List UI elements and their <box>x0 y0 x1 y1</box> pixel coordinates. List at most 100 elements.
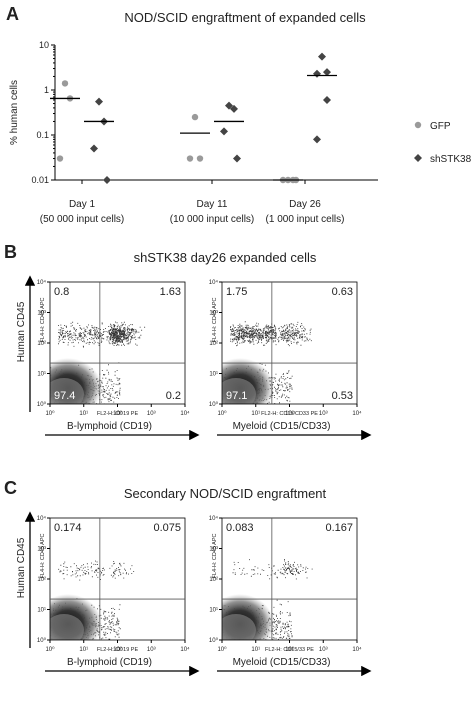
data-point <box>196 155 204 162</box>
event-cloud <box>222 559 313 640</box>
event-cloud <box>222 321 312 404</box>
quadrant-percent: 0.174 <box>54 522 82 534</box>
data-point <box>90 144 98 153</box>
y-channel: FL4-H: CD45 APC <box>40 534 46 579</box>
x-tick-label: Day 26 <box>289 199 321 210</box>
y-channel: FL4-H: CD45 APC <box>212 298 218 343</box>
density-core <box>222 614 256 640</box>
plot-area <box>50 560 135 640</box>
x-axis-label: B-lymphoid (CD19) <box>67 421 152 432</box>
x-tick-note: (1 000 input cells) <box>266 214 345 225</box>
y-tick-label: 10⁴ <box>209 279 219 286</box>
data-point <box>233 154 241 163</box>
y-tick-label: 10⁴ <box>37 515 47 522</box>
plot-area <box>222 559 313 640</box>
density-core <box>50 614 84 640</box>
data-point <box>191 113 199 121</box>
data-point <box>323 68 331 77</box>
data-point <box>186 155 194 162</box>
x-tick-label: Day 11 <box>197 199 228 210</box>
y-tick-label: 10³ <box>37 311 46 317</box>
y-axis-label: Human CD45 <box>16 301 27 362</box>
quadrant-percent: 0.083 <box>226 522 254 534</box>
x-tick-note: (10 000 input cells) <box>170 214 255 225</box>
quadrant-percent: 0.167 <box>325 522 353 534</box>
x-tick-label: 10³ <box>319 647 328 653</box>
legend-label: GFP <box>430 121 451 132</box>
y-tick-label: 10¹ <box>209 372 218 378</box>
x-axis-label: Myeloid (CD15/CD33) <box>233 421 331 432</box>
data-point <box>323 95 331 104</box>
x-tick-label: 10³ <box>147 411 156 417</box>
x-tick-label: 10⁴ <box>180 646 190 653</box>
quadrant-percent: 0.075 <box>153 522 181 534</box>
x-tick-label: Day 1 <box>69 199 96 210</box>
x-channel: FL2-H: CD19 PE <box>97 647 139 653</box>
y-axis-label: % human cells <box>9 80 20 145</box>
y-tick-label: 10¹ <box>37 608 46 614</box>
y-tick-label: 1 <box>44 85 49 95</box>
x-tick-label: 10¹ <box>79 411 88 417</box>
y-tick-label: 10² <box>209 577 218 583</box>
chart-title: shSTK38 day26 expanded cells <box>134 250 317 265</box>
panel-label: C <box>4 478 17 498</box>
x-tick-label: 10¹ <box>251 411 260 417</box>
y-tick-label: 10 <box>39 40 49 50</box>
data-point <box>318 52 326 61</box>
x-tick-label: 10⁰ <box>45 646 55 653</box>
quadrant-percent: 0.63 <box>332 286 353 298</box>
data-point <box>225 101 233 110</box>
x-tick-label: 10³ <box>147 647 156 653</box>
y-tick-label: 10¹ <box>37 372 46 378</box>
panel-label: A <box>6 4 19 24</box>
legend-marker <box>414 154 422 162</box>
quadrant-percent: 97.4 <box>54 390 75 402</box>
y-tick-label: 10⁰ <box>209 637 219 644</box>
data-point <box>61 80 69 87</box>
x-tick-label: 10⁰ <box>217 646 227 653</box>
x-tick-label: 10⁴ <box>352 410 362 417</box>
plot-area <box>222 321 312 404</box>
data-point <box>95 97 103 106</box>
x-tick-label: 10² <box>285 647 294 653</box>
y-tick-label: 10⁰ <box>37 401 47 408</box>
legend-label: shSTK38 <box>430 154 472 165</box>
y-tick-label: 10² <box>209 341 218 347</box>
density-core <box>222 378 256 404</box>
y-tick-label: 10² <box>37 341 46 347</box>
density-core <box>50 378 84 404</box>
y-tick-label: 0.01 <box>31 175 49 185</box>
x-tick-label: 10⁴ <box>180 410 190 417</box>
x-channel: FL2-H: CD19 PE <box>97 411 139 417</box>
data-point <box>313 69 321 78</box>
y-channel: FL4-H: CD45 APC <box>40 298 46 343</box>
y-tick-label: 10³ <box>209 547 218 553</box>
y-tick-label: 10⁰ <box>37 637 47 644</box>
x-channel: FL2-H: CD15/CD33 PE <box>261 411 318 417</box>
quadrant-percent: 0.53 <box>332 390 353 402</box>
y-tick-label: 10¹ <box>209 608 218 614</box>
quadrant-percent: 97.1 <box>226 390 247 402</box>
y-tick-label: 10⁴ <box>37 279 47 286</box>
data-point <box>230 104 238 113</box>
chart-title: NOD/SCID engraftment of expanded cells <box>124 10 366 25</box>
y-tick-label: 10² <box>37 577 46 583</box>
x-tick-label: 10⁰ <box>217 410 227 417</box>
y-tick-label: 10³ <box>209 311 218 317</box>
quadrant-percent: 1.63 <box>160 286 181 298</box>
y-tick-label: 0.1 <box>36 130 49 140</box>
chart-title: Secondary NOD/SCID engraftment <box>124 486 327 501</box>
panel-label: B <box>4 242 17 262</box>
quadrant-percent: 0.8 <box>54 286 69 298</box>
x-tick-label: 10³ <box>319 411 328 417</box>
legend-marker <box>414 121 422 129</box>
y-tick-label: 10⁰ <box>209 401 219 408</box>
x-tick-label: 10² <box>113 647 122 653</box>
x-tick-note: (50 000 input cells) <box>40 214 125 225</box>
x-tick-label: 10⁴ <box>352 646 362 653</box>
y-axis-label: Human CD45 <box>16 537 27 598</box>
x-tick-label: 10¹ <box>251 647 260 653</box>
data-point <box>220 127 228 136</box>
x-tick-label: 10² <box>285 411 294 417</box>
